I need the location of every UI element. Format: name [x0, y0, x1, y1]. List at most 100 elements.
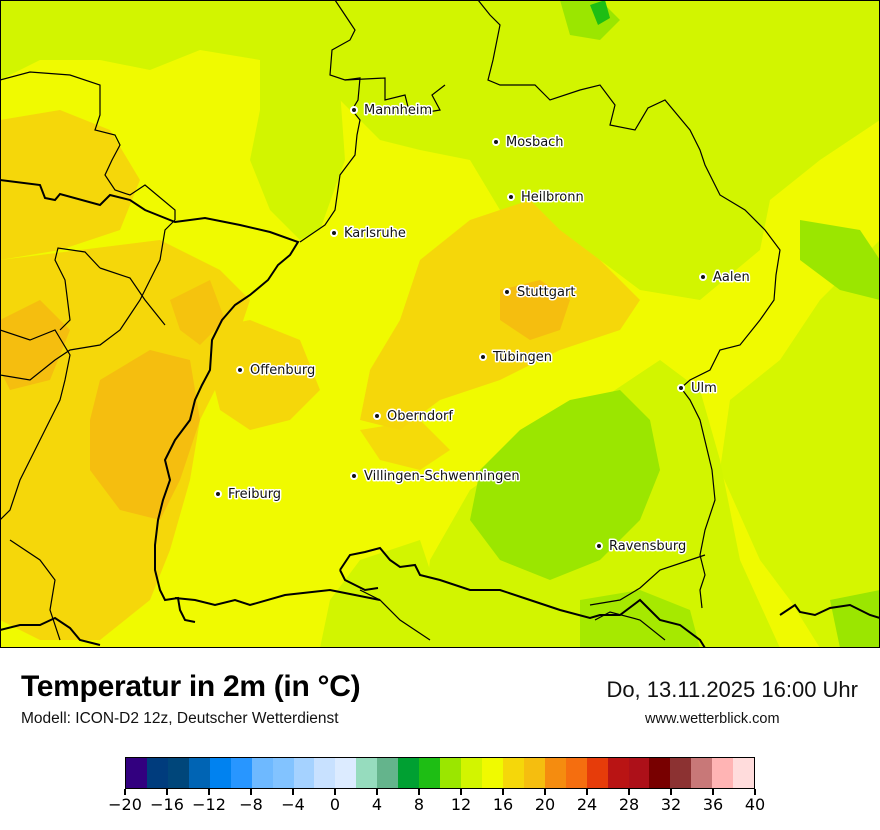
- colorbar-segment: [167, 758, 189, 788]
- colorbar-segment: [733, 758, 755, 788]
- city-marker: Mannheim: [350, 102, 434, 120]
- city-label: Karlsruhe: [344, 226, 406, 241]
- colorbar-tick: [754, 789, 756, 795]
- city-dot-icon: [373, 412, 381, 420]
- city-marker: Aalen: [699, 269, 751, 287]
- colorbar-segment: [481, 758, 503, 788]
- temp-zone-20-22: [0, 280, 570, 520]
- colorbar-tick-label: 16: [492, 795, 514, 814]
- colorbar-segment: [356, 758, 378, 788]
- city-label: Mosbach: [506, 135, 564, 150]
- colorbar-segment: [607, 758, 629, 788]
- city-label: Aalen: [713, 270, 750, 285]
- colorbar-tick-label: 32: [660, 795, 682, 814]
- temp-zone-12-14: [470, 0, 880, 648]
- colorbar-segment: [461, 758, 482, 788]
- colorbar-segment: [691, 758, 713, 788]
- city-marker: Offenburg: [236, 362, 317, 380]
- website-link[interactable]: www.wetterblick.com: [645, 711, 780, 727]
- colorbar-tick: [670, 789, 672, 795]
- city-markers: Mannheim Mosbach Heilbronn Karlsruhe Aalen St…: [214, 102, 751, 556]
- city-dot-icon: [677, 384, 685, 392]
- colorbar-segment: [586, 758, 608, 788]
- colorbar-tick: [502, 789, 504, 795]
- colorbar-tick: [628, 789, 630, 795]
- city-label: Freiburg: [228, 487, 281, 502]
- colorbar-segment: [523, 758, 545, 788]
- map-canvas: Mannheim Mosbach Heilbronn Karlsruhe Aalen St…: [0, 0, 880, 648]
- colorbar-segment: [649, 758, 671, 788]
- colorbar-tick: [376, 789, 378, 795]
- city-marker: Oberndorf: [373, 408, 455, 426]
- city-marker: Ulm: [677, 380, 718, 398]
- colorbar-segment: [126, 758, 147, 788]
- city-label: Tübingen: [492, 350, 552, 365]
- city-dot-icon: [350, 106, 358, 114]
- colorbar-tick-label: 12: [450, 795, 472, 814]
- colorbar-tick-label: 36: [702, 795, 724, 814]
- model-source: Modell: ICON-D2 12z, Deutscher Wetterdie…: [21, 710, 339, 727]
- colorbar-tick: [334, 789, 336, 795]
- city-dot-icon: [350, 472, 358, 480]
- colorbar-tick-label: 0: [329, 795, 341, 814]
- colorbar-tick: [460, 789, 462, 795]
- city-marker: Villingen-Schwenningen: [350, 468, 521, 486]
- colorbar-segment: [272, 758, 294, 788]
- colorbar-segment: [628, 758, 650, 788]
- city-marker: Stuttgart: [503, 284, 577, 302]
- city-label: Offenburg: [250, 363, 315, 378]
- colorbar-segment: [251, 758, 273, 788]
- map-title: Temperatur in 2m (in °C): [21, 670, 361, 703]
- colorbar-tick-label: −16: [150, 795, 184, 814]
- city-dot-icon: [507, 193, 515, 201]
- city-dot-icon: [479, 353, 487, 361]
- colorbar-tick-label: −4: [281, 795, 305, 814]
- city-dot-icon: [214, 490, 222, 498]
- city-dot-icon: [492, 138, 500, 146]
- city-marker: Freiburg: [214, 486, 283, 504]
- city-label: Stuttgart: [517, 285, 575, 300]
- country-borders: [0, 179, 880, 648]
- temp-zone-10-12: [590, 0, 610, 25]
- colorbar-tick-label: 28: [618, 795, 640, 814]
- city-marker: Mosbach: [492, 134, 565, 152]
- colorbar-segment: [419, 758, 441, 788]
- colorbar-tick-label: −20: [108, 795, 142, 814]
- valid-datetime: Do, 13.11.2025 16:00 Uhr: [606, 677, 858, 702]
- city-dot-icon: [330, 229, 338, 237]
- colorbar-tick-label: −12: [192, 795, 226, 814]
- colorbar-tick: [418, 789, 420, 795]
- colorbar-segment: [293, 758, 315, 788]
- city-marker: Karlsruhe: [330, 225, 407, 243]
- colorbar-tick-label: 40: [744, 795, 766, 814]
- colorbar-tick: [208, 789, 210, 795]
- colorbar-segment: [188, 758, 210, 788]
- region-borders: [0, 0, 781, 641]
- city-dot-icon: [595, 542, 603, 550]
- colorbar-ticks: −20 −16 −12 −8 −4 0 4 8 12 16 20 24 28 32 36 40: [108, 789, 765, 829]
- city-marker: Tübingen: [479, 349, 554, 367]
- colorbar-segment: [544, 758, 566, 788]
- city-label: Ravensburg: [609, 539, 686, 554]
- city-label: Ulm: [691, 381, 717, 396]
- colorbar-legend: [125, 757, 755, 789]
- colorbar-tick-label: 8: [413, 795, 425, 814]
- colorbar-segment: [335, 758, 357, 788]
- colorbar-tick-label: −8: [239, 795, 263, 814]
- colorbar-segment: [712, 758, 734, 788]
- colorbar-segment: [230, 758, 252, 788]
- colorbar-segment: [398, 758, 420, 788]
- colorbar-tick-label: 20: [534, 795, 556, 814]
- colorbar-tick: [544, 789, 546, 795]
- city-dot-icon: [699, 273, 707, 281]
- city-dot-icon: [236, 366, 244, 374]
- city-marker: Heilbronn: [507, 189, 585, 207]
- city-dot-icon: [503, 288, 511, 296]
- colorbar-tick-label: 24: [576, 795, 598, 814]
- colorbar-tick: [166, 789, 168, 795]
- colorbar-segment: [502, 758, 524, 788]
- temperature-map: Mannheim Mosbach Heilbronn Karlsruhe Aalen St…: [0, 0, 880, 648]
- colorbar-segment: [209, 758, 231, 788]
- colorbar-segment: [377, 758, 399, 788]
- colorbar-tick: [250, 789, 252, 795]
